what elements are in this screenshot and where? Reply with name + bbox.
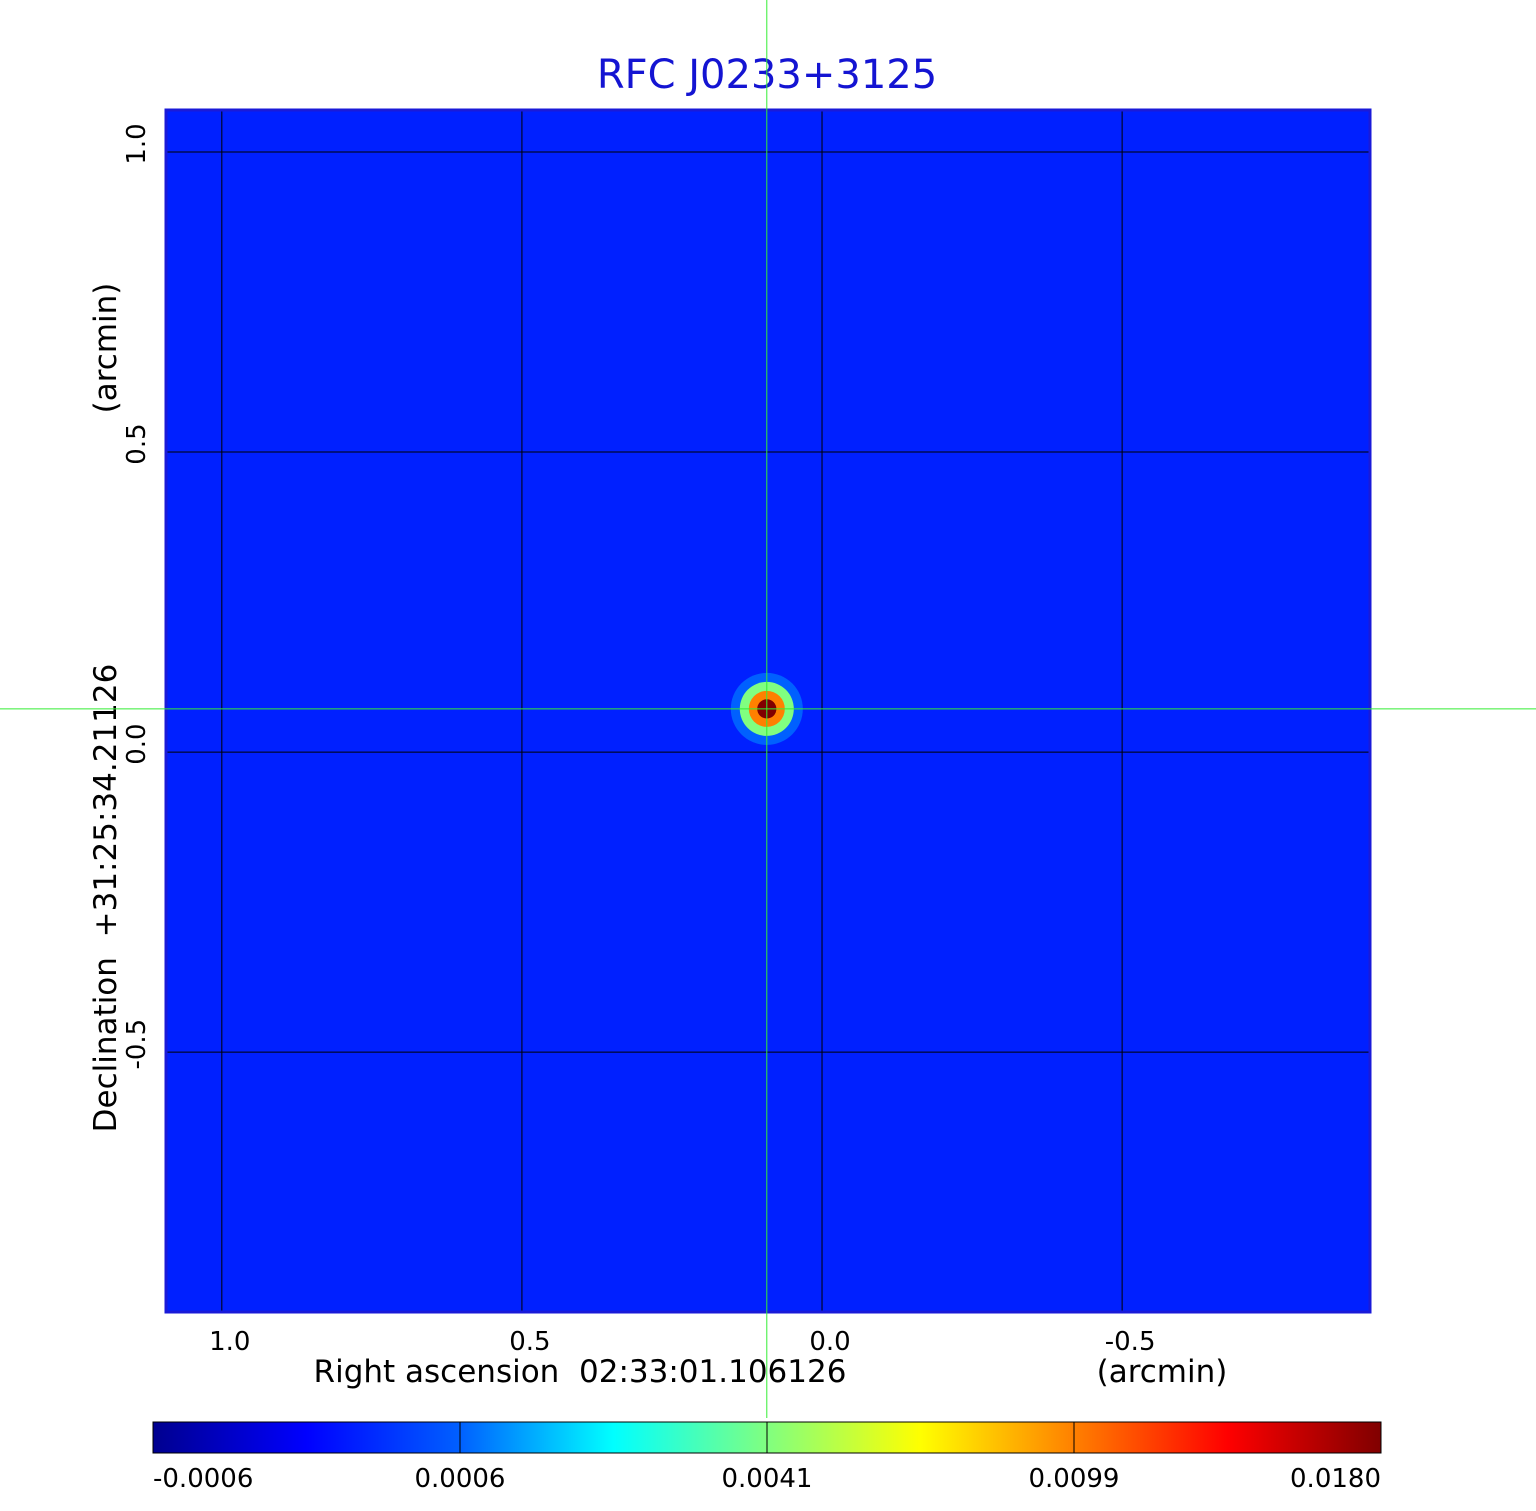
- y-tick-label: -0.5: [122, 1019, 152, 1070]
- colorbar-tick-label: -0.0006: [153, 1464, 253, 1494]
- y-axis-title: Declination +31:25:34.21126: [88, 664, 124, 1133]
- x-tick-label: 0.0: [809, 1327, 850, 1357]
- colorbar-tick-label: 0.0099: [1029, 1464, 1120, 1494]
- plot-frame: [164, 108, 1372, 1314]
- x-axis-unit: (arcmin): [1097, 1354, 1228, 1390]
- y-tick-label: 0.0: [122, 723, 152, 764]
- colorbar-tick-label: 0.0180: [1290, 1464, 1381, 1494]
- y-tick-label: 1.0: [122, 123, 152, 164]
- x-tick-label: 1.0: [209, 1327, 250, 1357]
- y-axis-unit: (arcmin): [88, 283, 124, 414]
- x-tick-label: 0.5: [509, 1327, 550, 1357]
- x-axis-title: Right ascension 02:33:01.106126: [314, 1354, 847, 1390]
- x-tick-label: -0.5: [1105, 1327, 1156, 1357]
- colorbar-tick-label: 0.0041: [722, 1464, 813, 1494]
- y-tick-label: 0.5: [122, 423, 152, 464]
- colorbar-tick-label: 0.0006: [415, 1464, 506, 1494]
